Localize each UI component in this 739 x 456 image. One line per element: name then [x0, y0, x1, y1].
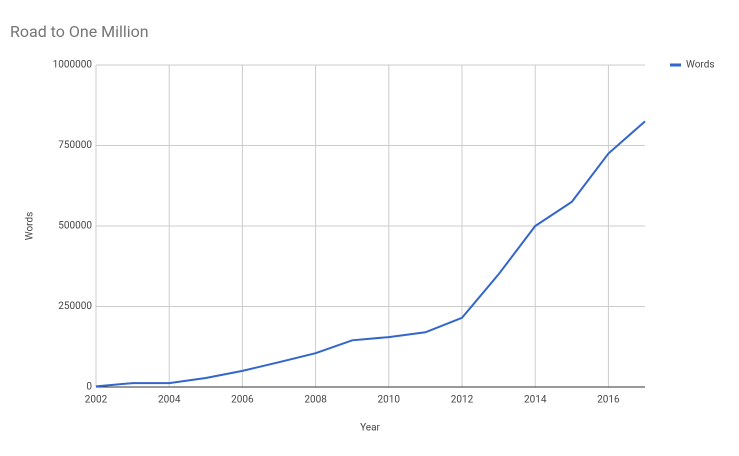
legend-label: Words [686, 60, 715, 71]
y-tick-label: 500000 [58, 221, 92, 232]
y-axis-title: Words [25, 212, 36, 241]
y-tick-label: 250000 [58, 301, 92, 312]
data-line [95, 120, 646, 388]
x-tick-label: 2012 [451, 395, 474, 406]
x-tick-label: 2014 [524, 395, 547, 406]
chart-title: Road to One Million [10, 22, 149, 41]
x-tick-label: 2002 [85, 395, 108, 406]
x-axis-title: Year [360, 423, 380, 434]
y-tick-label: 0 [86, 382, 92, 393]
y-tick-label: 750000 [58, 140, 92, 151]
x-tick-label: 2006 [231, 395, 254, 406]
x-tick-label: 2008 [304, 395, 327, 406]
x-tick-label: 2016 [597, 395, 620, 406]
x-tick-label: 2010 [378, 395, 401, 406]
x-tick-label: 2004 [158, 395, 181, 406]
y-tick-label: 1000000 [53, 60, 93, 71]
